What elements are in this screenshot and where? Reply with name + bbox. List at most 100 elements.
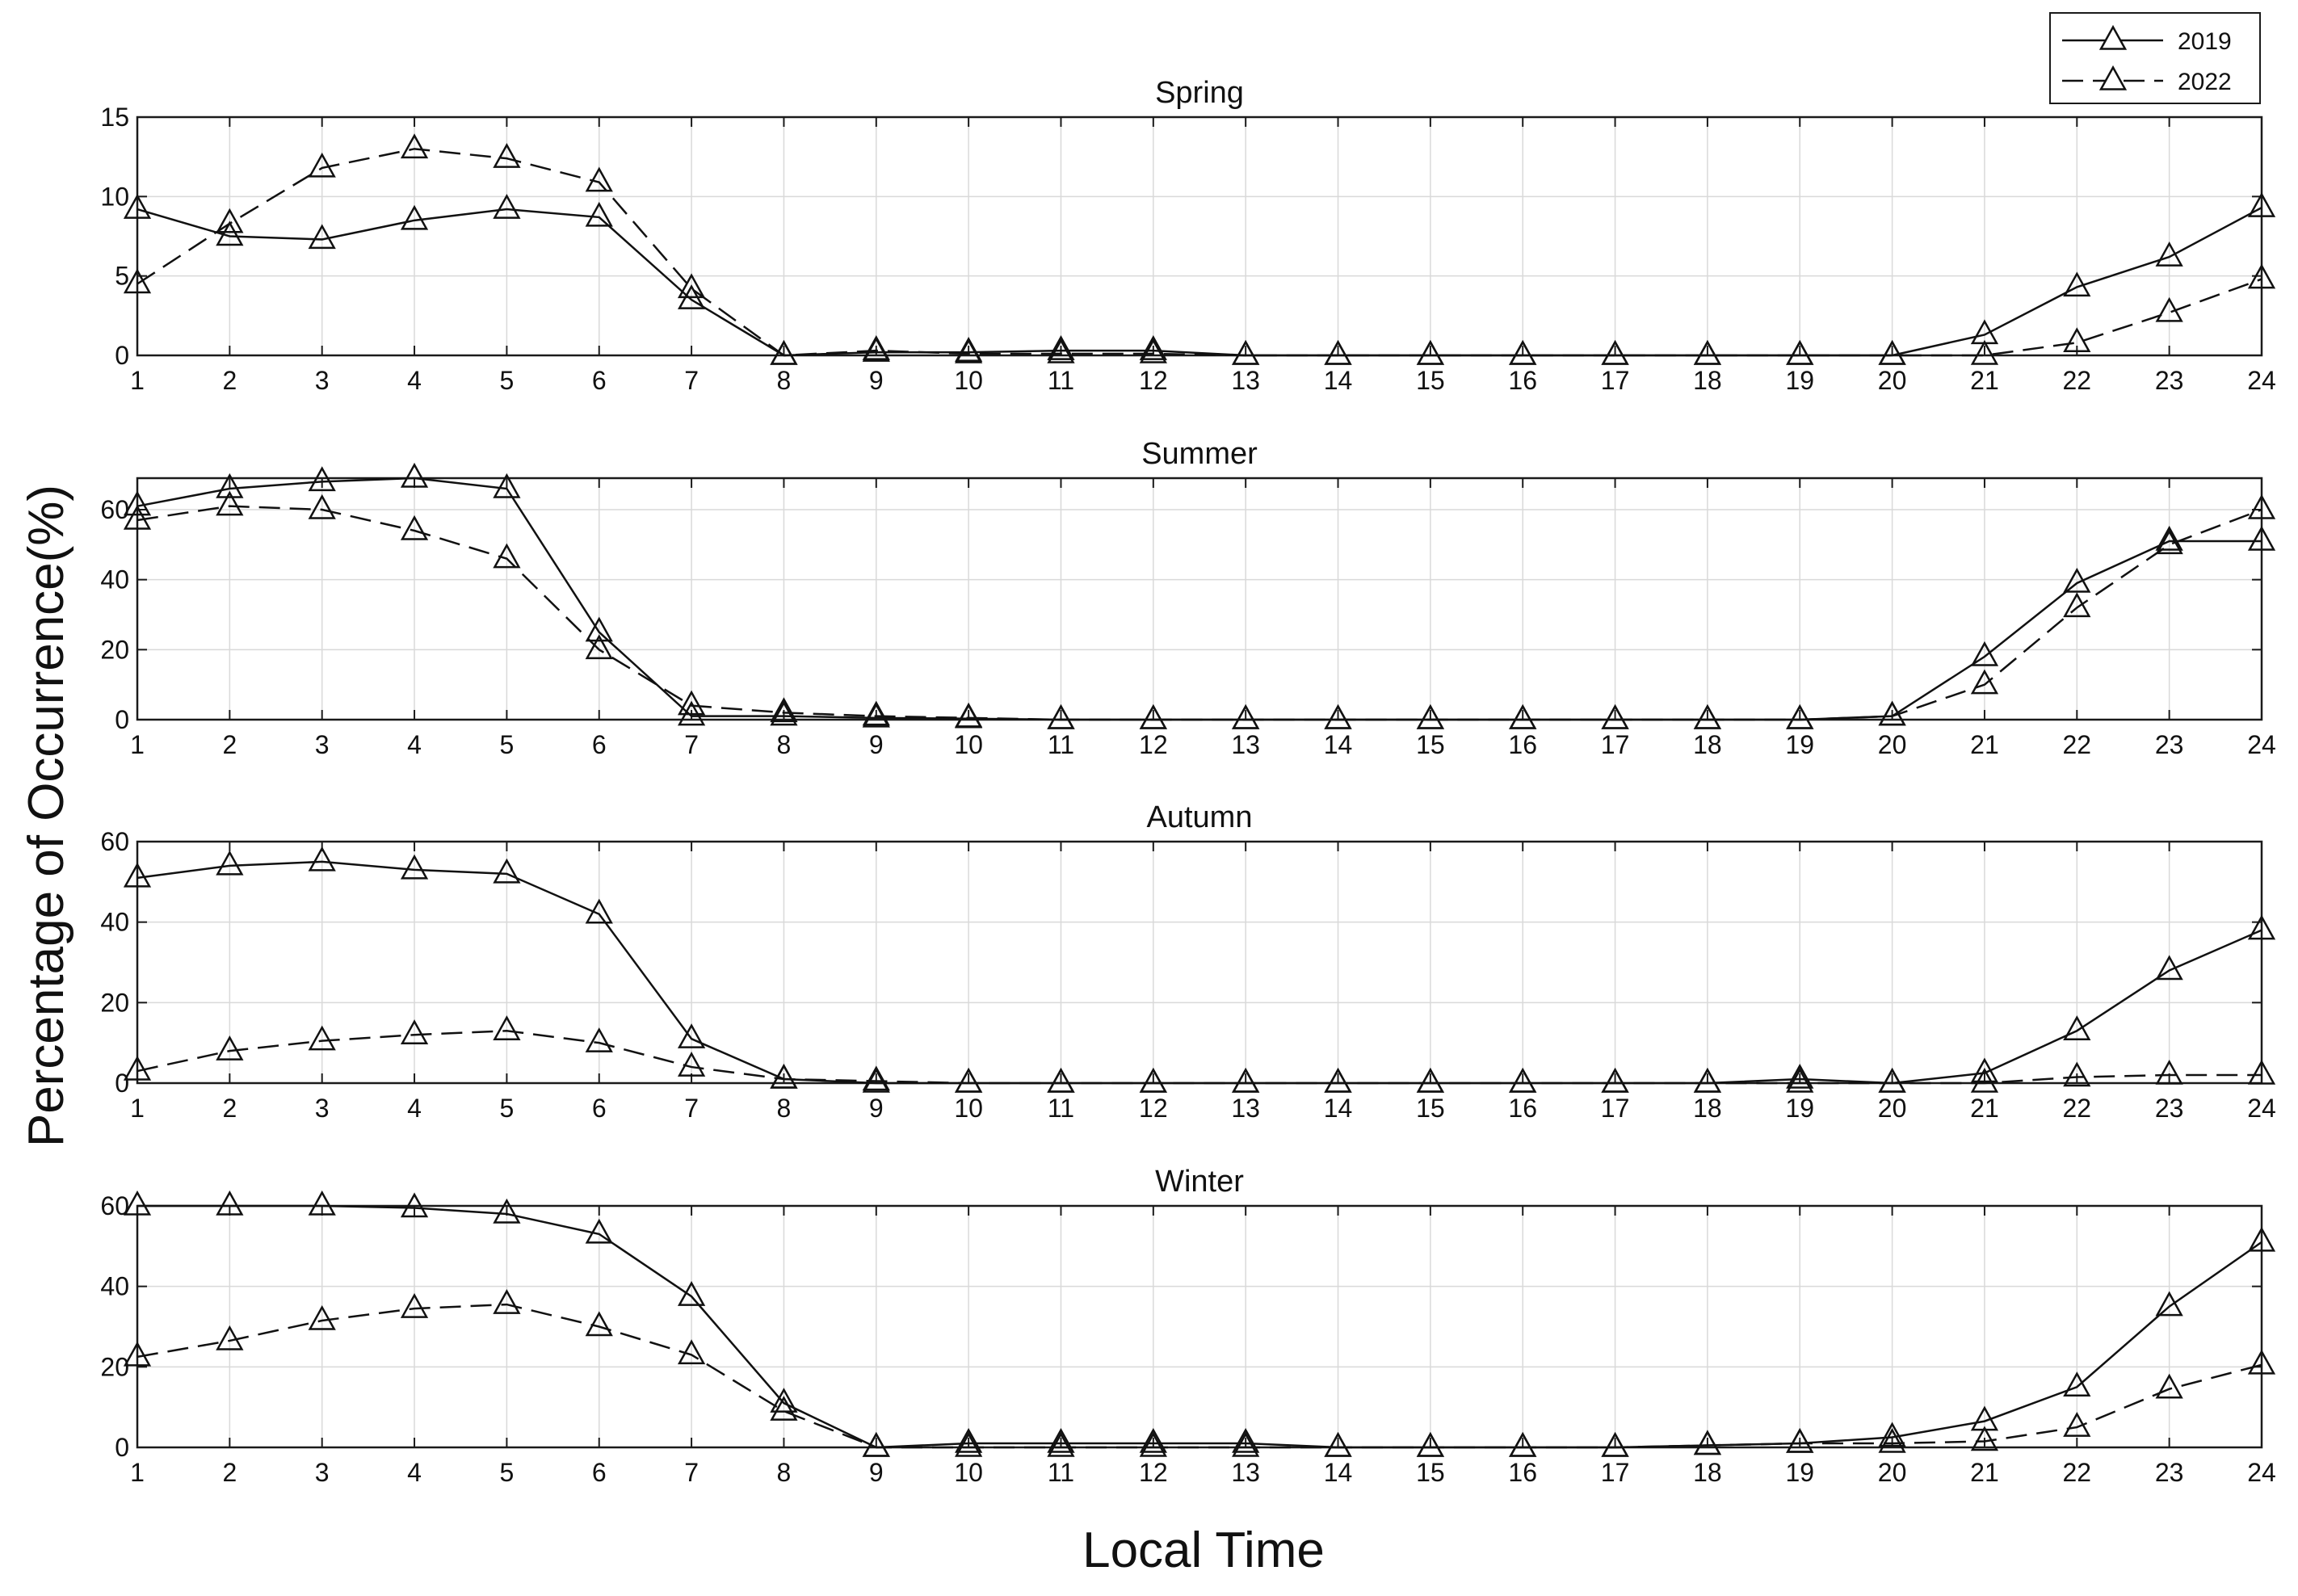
x-tick-label: 11 (1048, 1458, 1074, 1487)
data-point-2022 (770, 339, 798, 365)
y-tick-label: 40 (100, 1272, 129, 1301)
data-point-2022 (2247, 1349, 2276, 1375)
x-tick-label: 8 (777, 1094, 792, 1123)
data-point-2022 (1970, 1426, 1999, 1451)
data-point-2022 (1324, 704, 1352, 729)
legend-label-2019: 2019 (2178, 28, 2232, 55)
data-point-2019 (2155, 525, 2183, 551)
data-point-2022 (2247, 263, 2276, 289)
data-point-2022 (308, 1304, 336, 1330)
data-point-2019 (2247, 914, 2276, 940)
x-tick-label: 19 (1785, 1094, 1814, 1123)
data-point-2022 (2063, 327, 2091, 353)
x-axis-title: Local Time (1082, 1522, 1325, 1578)
data-point-2019 (2063, 1371, 2091, 1396)
data-point-2022 (1416, 1431, 1444, 1457)
data-point-2022 (1139, 1431, 1167, 1457)
x-tick-label: 24 (2247, 730, 2276, 759)
panel-summer: 1 2 3 4 5 6 7 8 9 10 11 12 13 14 15 16 17 18 19 20 21 22 23 240… (100, 437, 2275, 759)
x-tick-label: 24 (2247, 1094, 2276, 1123)
x-tick-label: 19 (1785, 730, 1814, 759)
data-point-2022 (1324, 1431, 1352, 1457)
x-tick-label: 7 (684, 366, 699, 395)
data-point-2022 (2155, 296, 2183, 322)
data-point-2019 (400, 204, 429, 230)
data-point-2022 (1786, 704, 1814, 729)
x-tick-label: 2 (222, 366, 237, 395)
data-point-2022 (2155, 1373, 2183, 1399)
data-point-2022 (400, 133, 429, 159)
x-tick-label: 4 (407, 1458, 422, 1487)
data-point-2019 (400, 1192, 429, 1218)
data-point-2022 (862, 1065, 890, 1091)
y-axis-title: Percentage of Occurrence(%) (19, 485, 74, 1147)
data-point-2022 (2155, 1059, 2183, 1085)
data-point-2019 (2247, 525, 2276, 551)
data-point-2022 (1601, 1431, 1629, 1457)
data-point-2022 (955, 338, 983, 363)
data-point-2022 (1324, 339, 1352, 365)
panel-title: Spring (1155, 76, 1244, 110)
x-tick-label: 4 (407, 1094, 422, 1123)
data-point-2022 (1047, 1067, 1075, 1093)
data-point-2019 (585, 898, 613, 924)
data-point-2022 (1878, 1427, 1906, 1453)
data-point-2019 (955, 1427, 983, 1453)
x-tick-label: 10 (954, 1094, 983, 1123)
data-point-2019 (308, 466, 336, 492)
data-point-2022 (400, 514, 429, 540)
x-tick-label: 15 (1416, 1458, 1445, 1487)
x-tick-label: 16 (1508, 1458, 1537, 1487)
data-point-2019 (1970, 1057, 1999, 1083)
x-tick-label: 17 (1601, 1458, 1630, 1487)
x-tick-label: 5 (499, 1094, 514, 1123)
data-point-2022 (400, 1293, 429, 1318)
panel-winter: 1 2 3 4 5 6 7 8 9 10 11 12 13 14 15 16 17 18 19 20 21 22 23 240… (100, 1165, 2275, 1487)
data-point-2022 (1416, 1067, 1444, 1093)
data-point-2022 (2063, 1061, 2091, 1087)
data-point-2022 (2063, 1412, 2091, 1437)
data-point-2019 (2155, 955, 2183, 981)
x-tick-label: 16 (1508, 730, 1537, 759)
data-point-2019 (677, 1023, 706, 1048)
data-point-2022 (308, 494, 336, 519)
data-point-2019 (585, 1218, 613, 1244)
data-point-2019 (123, 193, 152, 219)
x-tick-label: 3 (315, 366, 330, 395)
x-tick-label: 13 (1231, 730, 1260, 759)
data-point-2022 (1232, 1431, 1260, 1457)
data-point-2022 (955, 1067, 983, 1093)
x-tick-label: 13 (1231, 1094, 1260, 1123)
legend-label-2022: 2022 (2178, 69, 2232, 95)
x-tick-label: 6 (592, 730, 607, 759)
data-point-2019 (1786, 1063, 1814, 1089)
x-tick-label: 6 (592, 1458, 607, 1487)
x-tick-label: 24 (2247, 366, 2276, 395)
data-point-2022 (1047, 338, 1075, 363)
panel-autumn: 1 2 3 4 5 6 7 8 9 10 11 12 13 14 15 16 17 18 19 20 21 22 23 240… (100, 800, 2275, 1123)
data-point-2022 (862, 335, 890, 360)
data-point-2019 (585, 616, 613, 642)
series-line-2022 (137, 148, 2262, 357)
x-tick-label: 22 (2063, 1094, 2092, 1123)
data-point-2019 (1970, 640, 1999, 666)
y-tick-label: 10 (100, 182, 129, 211)
data-point-2022 (677, 1339, 706, 1365)
x-tick-label: 18 (1693, 1094, 1722, 1123)
data-point-2022 (1693, 704, 1722, 729)
data-point-2019 (2063, 1015, 2091, 1040)
data-point-2019 (400, 462, 429, 488)
x-tick-label: 14 (1324, 366, 1353, 395)
x-tick-label: 7 (684, 1094, 699, 1123)
series-line-2019 (137, 1204, 2262, 1449)
data-point-2019 (2063, 567, 2091, 593)
x-tick-label: 11 (1048, 730, 1074, 759)
x-tick-label: 9 (869, 730, 884, 759)
panel-title: Summer (1141, 437, 1258, 471)
data-point-2019 (585, 201, 613, 227)
data-point-2019 (1047, 1427, 1075, 1453)
data-point-2019 (123, 862, 152, 888)
axes-box (136, 1204, 2263, 1449)
data-point-2022 (585, 1027, 613, 1052)
data-point-2022 (1693, 339, 1722, 365)
